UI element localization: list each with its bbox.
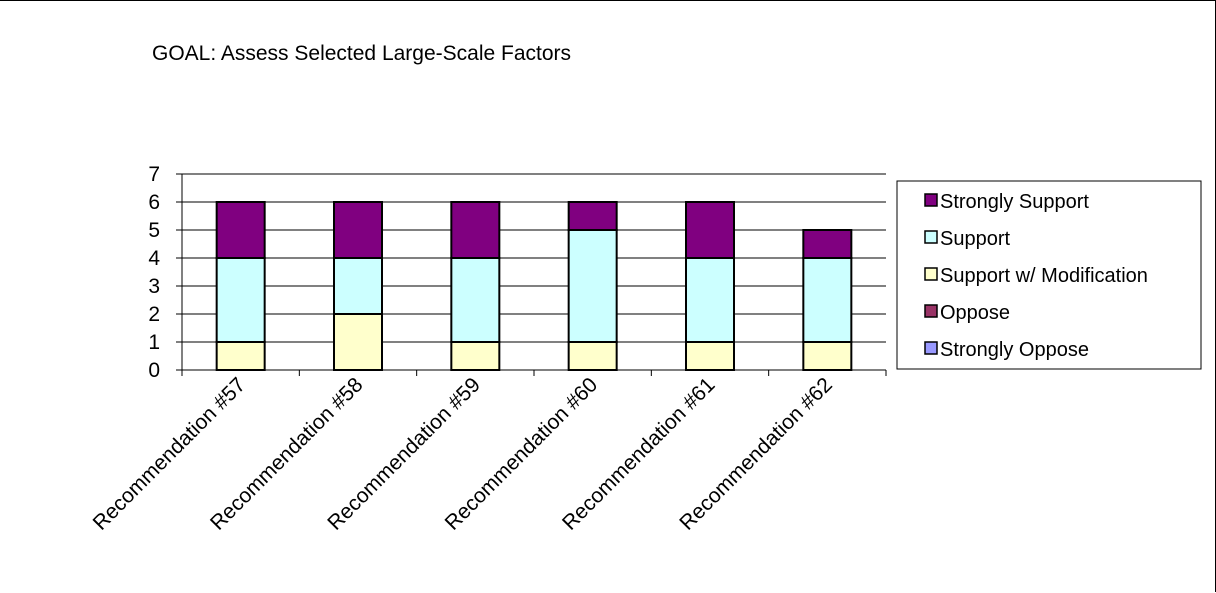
- y-tick-label-0: 0: [148, 359, 160, 382]
- legend-label-strongly-oppose: Strongly Oppose: [940, 339, 1089, 361]
- legend-swatch-strongly-support: [924, 193, 938, 207]
- bar-5-support-w-modification: [685, 341, 735, 371]
- legend-label-strongly-support: Strongly Support: [940, 191, 1089, 213]
- bar-1-support-w-modification: [215, 341, 266, 371]
- bar-5-strongly-support: [685, 201, 735, 259]
- legend-label-support: Support: [940, 228, 1010, 250]
- legend-swatch-support-w-modification: [924, 267, 938, 281]
- bar-3-support: [450, 257, 501, 343]
- bar-1-support: [215, 257, 266, 343]
- legend: Strongly Support Support Support w/ Modifi…: [896, 180, 1202, 370]
- gridlines: [182, 173, 886, 343]
- bar-6-support: [802, 257, 853, 343]
- bar-3-support-w-modification: [450, 341, 501, 371]
- bar-6-support-w-modification: [802, 341, 853, 371]
- legend-label-support-w-modification: Support w/ Modification: [940, 265, 1148, 287]
- legend-swatch-oppose: [924, 304, 938, 318]
- bars: [215, 201, 853, 371]
- bar-4-strongly-support: [567, 201, 618, 231]
- y-tick-label-6: 6: [148, 191, 160, 214]
- y-tick-label-1: 1: [148, 331, 160, 354]
- bar-1-strongly-support: [215, 201, 266, 259]
- bar-2-strongly-support: [333, 201, 383, 259]
- y-tick-label-7: 7: [148, 163, 160, 186]
- bar-2-support-w-modification: [333, 313, 383, 371]
- bar-4-support: [567, 229, 618, 343]
- y-tick-label-2: 2: [148, 303, 160, 326]
- bar-2-support: [333, 257, 383, 315]
- y-tick-label-3: 3: [148, 275, 160, 298]
- y-tick-label-4: 4: [148, 247, 160, 270]
- bar-5-support: [685, 257, 735, 343]
- legend-swatch-strongly-oppose: [924, 341, 938, 355]
- legend-box: [896, 180, 1202, 370]
- bar-6-strongly-support: [802, 229, 853, 259]
- bar-3-strongly-support: [450, 201, 501, 259]
- bar-4-support-w-modification: [567, 341, 618, 371]
- legend-label-oppose: Oppose: [940, 302, 1010, 324]
- y-tick-label-5: 5: [148, 219, 160, 242]
- legend-swatch-support: [924, 230, 938, 244]
- chart-title: GOAL: Assess Selected Large-Scale Factor…: [152, 42, 571, 65]
